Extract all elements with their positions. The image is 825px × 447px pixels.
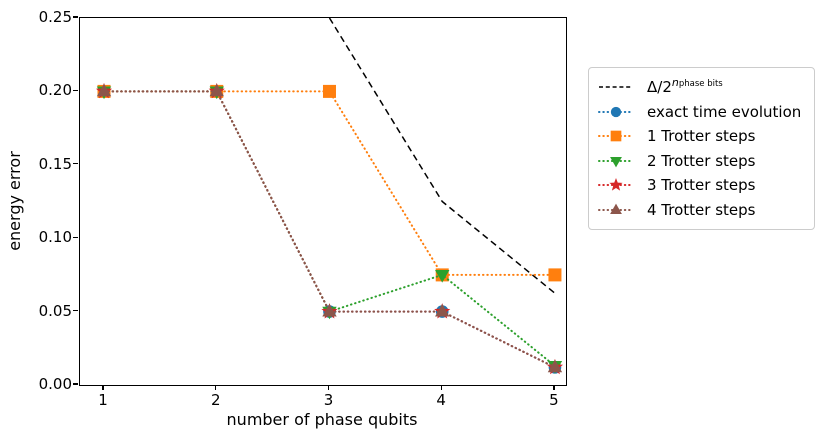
x-tick-mark xyxy=(440,385,442,390)
legend-label: 2 Trotter steps xyxy=(647,151,756,170)
y-tick-label: 0.10 xyxy=(38,228,72,247)
series-marker-3 xyxy=(435,270,450,283)
y-tick-mark xyxy=(73,310,78,312)
y-tick-label: 0.25 xyxy=(38,8,72,26)
legend-label: Δ/2nphase bits xyxy=(647,76,723,97)
legend-label: 1 Trotter steps xyxy=(647,127,756,146)
legend-label: exact time evolution xyxy=(647,102,802,121)
legend-sample-circle-icon xyxy=(598,106,634,117)
legend-sample-dashed-line-icon xyxy=(599,86,633,88)
y-tick-label: 0.00 xyxy=(38,375,72,393)
series-line-2 xyxy=(103,90,556,276)
y-tick-label: 0.05 xyxy=(38,301,72,320)
x-tick-label: 2 xyxy=(210,391,221,409)
series-line-1 xyxy=(103,90,556,369)
series-marker-2 xyxy=(322,84,336,98)
x-tick-mark xyxy=(102,385,104,390)
y-tick-mark xyxy=(73,163,78,165)
legend-item-3: 2 Trotter steps xyxy=(598,149,805,174)
legend-label: 4 Trotter steps xyxy=(647,200,756,219)
series-line-3 xyxy=(103,90,556,367)
chart-canvas xyxy=(95,18,564,375)
x-tick-label: 3 xyxy=(323,391,334,409)
y-tick-label: 0.20 xyxy=(38,81,72,100)
legend-item-4: 3 Trotter steps xyxy=(598,173,805,198)
series-marker-5 xyxy=(547,359,563,373)
x-tick-label: 5 xyxy=(549,391,559,409)
x-tick-mark xyxy=(327,385,330,390)
series-marker-2 xyxy=(548,268,562,282)
legend-item-5: 4 Trotter steps xyxy=(598,198,805,223)
legend-sample-triangle-up-icon xyxy=(598,203,634,214)
y-axis-label: energy error xyxy=(5,151,24,251)
x-axis-label: number of phase qubits xyxy=(226,410,418,429)
series-marker-5 xyxy=(435,303,450,317)
legend-item-2: 1 Trotter steps xyxy=(598,124,805,149)
x-tick-mark xyxy=(215,385,217,390)
y-tick-mark xyxy=(73,236,78,238)
legend: Δ/2nphase bits exact time evolution 1 Trot… xyxy=(588,67,815,230)
y-tick-mark xyxy=(73,89,78,91)
series-marker-5 xyxy=(209,83,224,97)
legend-sample-square-icon xyxy=(598,130,634,142)
x-tick-mark xyxy=(553,385,555,390)
legend-sample-star-icon xyxy=(598,178,634,191)
plot-area xyxy=(79,17,567,386)
series-marker-5 xyxy=(322,303,337,317)
series-line-4 xyxy=(103,90,556,369)
series-line-0 xyxy=(328,18,556,294)
y-tick-mark xyxy=(73,16,78,18)
series-marker-5 xyxy=(96,83,112,97)
legend-sample-triangle-down-icon xyxy=(598,156,634,168)
legend-label: 3 Trotter steps xyxy=(647,176,756,195)
y-tick-mark xyxy=(73,383,78,385)
y-tick-label: 0.15 xyxy=(38,154,72,173)
x-tick-label: 1 xyxy=(98,391,108,409)
legend-item-1: exact time evolution xyxy=(598,100,805,125)
x-tick-label: 4 xyxy=(436,391,446,409)
legend-item-0: Δ/2nphase bits xyxy=(598,75,805,100)
series-line-5 xyxy=(103,90,556,369)
